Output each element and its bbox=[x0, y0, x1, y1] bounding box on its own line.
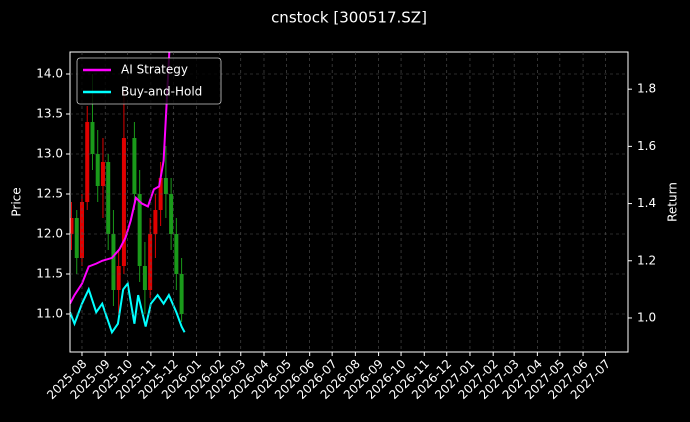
legend-box bbox=[76, 57, 222, 105]
y-tick-label: 13.0 bbox=[36, 147, 63, 161]
y2-tick-label: 1.4 bbox=[637, 196, 656, 210]
chart-title: cnstock [300517.SZ] bbox=[271, 9, 427, 27]
candle-body bbox=[137, 194, 142, 266]
candle-body bbox=[106, 162, 111, 234]
y2-tick-label: 1.8 bbox=[637, 82, 656, 96]
candle-body bbox=[85, 122, 90, 202]
y-tick-label: 11.5 bbox=[36, 267, 63, 281]
plot-area bbox=[70, 52, 186, 335]
candle-body bbox=[179, 274, 184, 314]
y2-tick-label: 1.6 bbox=[637, 139, 656, 153]
y-tick-label: 14.0 bbox=[36, 67, 63, 81]
legend-label: AI Strategy bbox=[121, 63, 188, 77]
axes-frame bbox=[69, 51, 629, 353]
candle-body bbox=[174, 234, 179, 274]
candle-body bbox=[111, 234, 116, 290]
candle-body bbox=[148, 234, 153, 290]
candle-body bbox=[169, 194, 174, 234]
candle-body bbox=[142, 266, 147, 290]
candle-body bbox=[116, 266, 121, 290]
candle-body bbox=[132, 138, 137, 194]
candle-body bbox=[95, 154, 100, 186]
y2-tick-label: 1.0 bbox=[637, 310, 656, 324]
candle-body bbox=[79, 202, 84, 258]
candle-body bbox=[90, 122, 95, 154]
candle-body bbox=[100, 162, 105, 186]
candle-body bbox=[121, 138, 126, 266]
y-axis-label: Price bbox=[10, 187, 24, 216]
y-tick-label: 13.5 bbox=[36, 107, 63, 121]
candle-body bbox=[74, 218, 79, 258]
y-tick-label: 11.0 bbox=[36, 307, 63, 321]
legend-label: Buy-and-Hold bbox=[121, 85, 202, 99]
series-line bbox=[70, 281, 186, 335]
candle-body bbox=[70, 218, 74, 234]
y-tick-label: 12.5 bbox=[36, 187, 63, 201]
candle-body bbox=[153, 210, 158, 234]
y2-axis-label: Return bbox=[666, 182, 680, 222]
y-tick-label: 12.0 bbox=[36, 227, 63, 241]
series-line bbox=[70, 52, 171, 305]
candle-body bbox=[163, 178, 168, 194]
y2-tick-label: 1.2 bbox=[637, 253, 656, 267]
